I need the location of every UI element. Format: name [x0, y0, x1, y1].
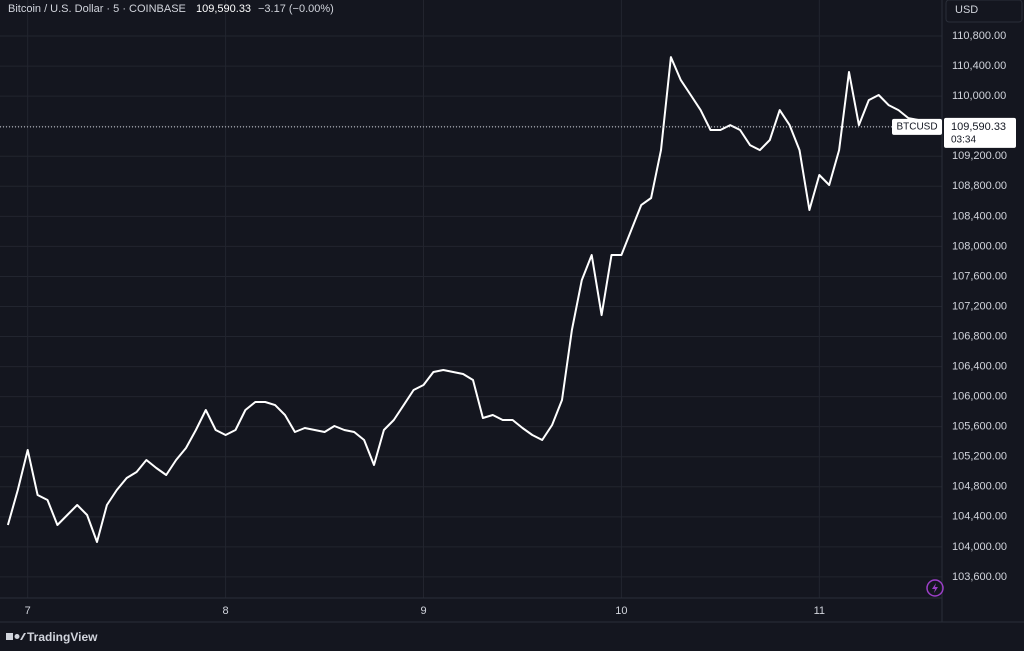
y-tick-label: 106,000.00	[952, 391, 1007, 403]
y-tick-label: 110,800.00	[952, 30, 1006, 42]
header-change: −3.17 (−0.00%)	[258, 3, 334, 15]
y-tick-label: 108,800.00	[952, 180, 1007, 192]
y-tick-label: 106,800.00	[952, 330, 1007, 342]
header-price: 109,590.33	[196, 3, 251, 15]
y-tick-label: 108,000.00	[952, 240, 1007, 252]
currency-box[interactable]	[945, 0, 1023, 23]
x-tick-label: 11	[814, 605, 825, 617]
symbol-tag	[892, 118, 942, 135]
y-tick-label: 104,400.00	[952, 511, 1007, 523]
y-tick-label: 110,000.00	[952, 90, 1006, 102]
y-tick-label: 103,600.00	[952, 571, 1007, 583]
currency-label[interactable]: USD	[955, 4, 978, 16]
y-tick-label: 107,200.00	[952, 300, 1007, 312]
symbol-title: Bitcoin / U.S. Dollar · 5 · COINBASE	[8, 3, 186, 15]
y-tick-label: 105,200.00	[952, 451, 1007, 463]
y-tick-label: 104,000.00	[952, 541, 1007, 553]
price-tag	[944, 117, 1016, 148]
lightning-icon[interactable]	[926, 579, 944, 597]
countdown-label: 03:34	[951, 135, 976, 146]
brand-logo	[6, 633, 26, 640]
grid	[0, 0, 942, 598]
y-tick-label: 109,200.00	[952, 150, 1007, 162]
y-tick-label: 104,800.00	[952, 481, 1007, 493]
y-tick-label: 107,600.00	[952, 270, 1007, 282]
y-tick-label: 108,400.00	[952, 210, 1007, 222]
y-tick-label: 106,400.00	[952, 360, 1007, 372]
x-tick-label: 7	[25, 605, 31, 617]
brand-name: TradingView	[27, 630, 98, 644]
price-tag-label: 109,590.33	[951, 121, 1006, 133]
y-tick-label: 110,400.00	[952, 60, 1006, 72]
x-tick-label: 8	[223, 605, 229, 617]
symbol-tag-label: BTCUSD	[896, 122, 937, 133]
x-tick-label: 9	[420, 605, 426, 617]
y-tick-label: 105,600.00	[952, 421, 1007, 433]
price-line	[6, 56, 939, 543]
x-tick-label: 10	[615, 605, 627, 617]
